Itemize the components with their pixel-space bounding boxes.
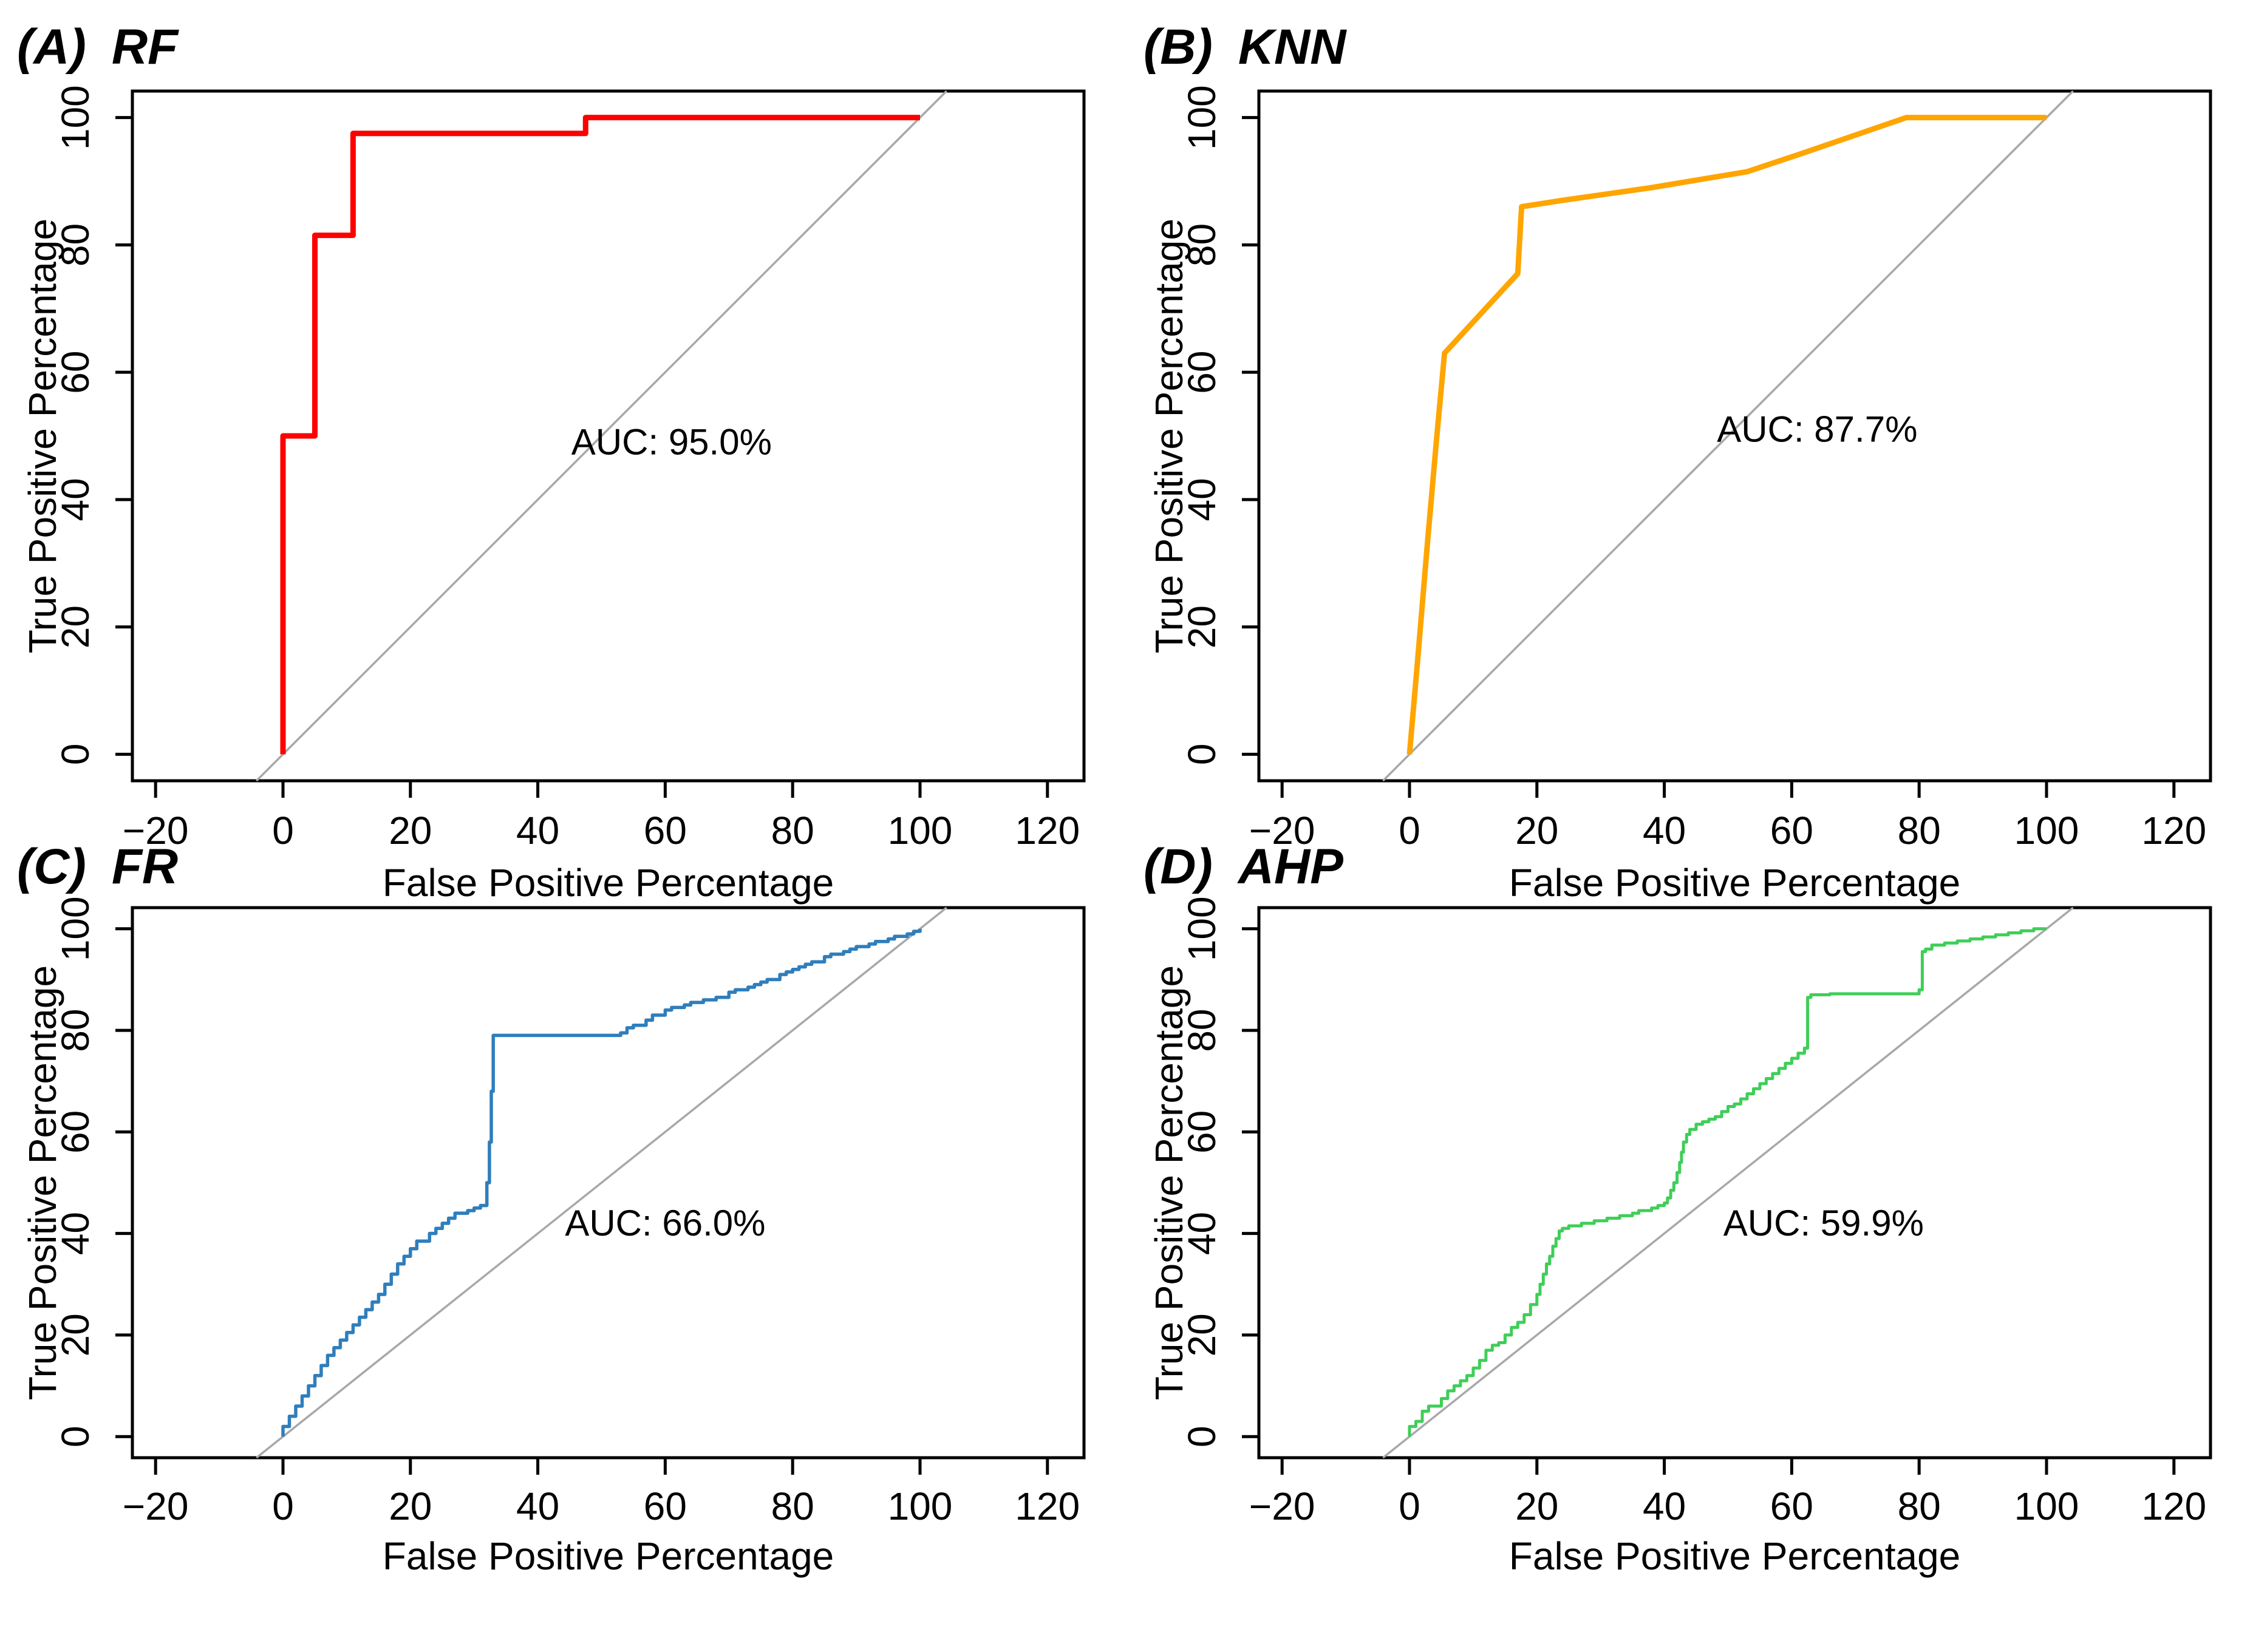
y-tick-label-b: 20 [1180, 605, 1224, 648]
diagonal-reference-line-a [256, 90, 947, 782]
y-tick-label-a: 100 [53, 85, 97, 150]
x-tick-label-c: −20 [123, 1484, 189, 1528]
y-tick-label-c: 60 [53, 1110, 97, 1154]
auc-label-a: AUC: 95.0% [571, 421, 772, 462]
panel-fr: (C) FR −20 0 20 40 60 80 100 120 0 20 40 60 80 100 False… [17, 839, 1086, 1578]
diagonal-reference-line-d [1382, 906, 2074, 1459]
x-axis-label-c: False Positive Percentage [383, 1534, 834, 1578]
y-tick-label-d: 0 [1180, 1426, 1224, 1447]
x-tick-label-d: 20 [1515, 1484, 1558, 1528]
x-tick-label-b: 0 [1399, 809, 1420, 852]
panel-title-text-a: RF [112, 19, 179, 75]
roc-curve-b [1406, 115, 2047, 755]
x-tick-label-a: −20 [123, 809, 189, 852]
y-tick-label-c: 0 [53, 1426, 97, 1447]
panel-knn: (B) KNN −20 0 20 40 60 80 100 120 0 20 40 60 80 100 Fals… [1144, 19, 2212, 905]
y-tick-label-d: 60 [1180, 1110, 1224, 1154]
x-tick-label-c: 80 [771, 1484, 814, 1528]
x-tick-label-b: 100 [2014, 809, 2079, 852]
x-tick-label-a: 120 [1015, 809, 1080, 852]
roc-curve-d [1408, 927, 2047, 1437]
x-tick-label-c: 100 [888, 1484, 953, 1528]
x-tick-label-a: 60 [644, 809, 687, 852]
y-tick-label-a: 0 [53, 744, 97, 766]
y-tick-label-b: 60 [1180, 351, 1224, 394]
x-tick-label-d: 120 [2141, 1484, 2206, 1528]
panel-title-prefix-b: (B) [1144, 19, 1213, 75]
x-tick-label-d: 40 [1643, 1484, 1686, 1528]
x-tick-label-b: 120 [2141, 809, 2206, 852]
x-tick-label-c: 0 [272, 1484, 294, 1528]
diagonal-reference-line-c [256, 906, 947, 1459]
y-tick-label-d: 20 [1180, 1313, 1224, 1356]
panel-ahp: (D) AHP −20 0 20 40 60 80 100 120 0 20 40 60 80 100 Fals… [1144, 839, 2212, 1578]
x-axis-label-d: False Positive Percentage [1509, 1534, 1961, 1578]
x-tick-label-d: 60 [1770, 1484, 1813, 1528]
x-tick-label-a: 100 [888, 809, 953, 852]
panel-title-a: (A) RF [17, 19, 179, 75]
auc-label-c: AUC: 66.0% [565, 1203, 765, 1243]
x-tick-label-b: 80 [1898, 809, 1941, 852]
y-axis-label-c: True Positive Percentage [21, 965, 64, 1400]
x-tick-label-a: 40 [516, 809, 559, 852]
panel-title-text-b: KNN [1238, 19, 1347, 75]
x-tick-label-c: 40 [516, 1484, 559, 1528]
roc-curve-c [281, 928, 922, 1437]
x-tick-label-a: 0 [272, 809, 294, 852]
x-tick-label-d: 0 [1399, 1484, 1420, 1528]
x-tick-label-b: 60 [1770, 809, 1813, 852]
roc-curve-a [280, 115, 920, 755]
plot-frame-c [131, 906, 1086, 1460]
y-tick-label-b: 0 [1180, 744, 1224, 766]
x-tick-label-b: 20 [1515, 809, 1558, 852]
y-tick-label-c: 80 [53, 1008, 97, 1052]
panel-title-prefix-c: (C) [17, 839, 86, 894]
y-axis-label-b: True Positive Percentage [1147, 219, 1191, 653]
y-tick-label-b: 100 [1180, 85, 1224, 150]
panel-title-text-d: AHP [1237, 839, 1343, 894]
x-tick-label-d: 100 [2014, 1484, 2079, 1528]
plot-frame-b [1257, 89, 2212, 783]
y-axis-label-a: True Positive Percentage [21, 219, 64, 653]
y-tick-label-a: 40 [53, 478, 97, 521]
panel-title-text-c: FR [112, 839, 178, 894]
y-tick-label-c: 20 [53, 1313, 97, 1356]
panel-rf: (A) RF −20 0 20 40 60 80 100 120 0 20 40 60 80 100 False… [17, 19, 1086, 905]
x-tick-label-c: 120 [1015, 1484, 1080, 1528]
x-axis-label-a: False Positive Percentage [383, 861, 834, 905]
y-tick-label-a: 80 [53, 223, 97, 267]
x-tick-label-c: 60 [644, 1484, 687, 1528]
y-tick-label-a: 60 [53, 351, 97, 394]
y-tick-label-d: 80 [1180, 1008, 1224, 1052]
x-tick-label-b: −20 [1249, 809, 1315, 852]
x-tick-label-b: 40 [1643, 809, 1686, 852]
x-tick-label-d: 80 [1898, 1484, 1941, 1528]
plot-frame-a [131, 89, 1086, 783]
x-tick-label-a: 20 [389, 809, 432, 852]
y-tick-label-a: 20 [53, 605, 97, 648]
plot-frame-d [1257, 906, 2212, 1460]
diagonal-reference-line-b [1382, 90, 2074, 782]
x-axis-label-b: False Positive Percentage [1509, 861, 1961, 905]
panel-title-b: (B) KNN [1144, 19, 1347, 75]
y-tick-label-d: 100 [1180, 896, 1224, 961]
panel-title-c: (C) FR [17, 839, 178, 894]
y-tick-label-d: 40 [1180, 1212, 1224, 1255]
x-tick-label-a: 80 [771, 809, 814, 852]
auc-label-d: AUC: 59.9% [1723, 1203, 1924, 1243]
y-axis-label-d: True Positive Percentage [1147, 965, 1191, 1400]
panel-title-prefix-d: (D) [1144, 839, 1213, 894]
y-tick-label-b: 80 [1180, 223, 1224, 267]
y-tick-label-c: 40 [53, 1212, 97, 1255]
panel-title-d: (D) AHP [1144, 839, 1343, 894]
auc-label-b: AUC: 87.7% [1717, 409, 1917, 450]
y-tick-label-b: 40 [1180, 478, 1224, 521]
y-tick-label-c: 100 [53, 896, 97, 961]
panel-title-prefix-a: (A) [17, 19, 86, 75]
x-tick-label-c: 20 [389, 1484, 432, 1528]
x-tick-label-d: −20 [1249, 1484, 1315, 1528]
